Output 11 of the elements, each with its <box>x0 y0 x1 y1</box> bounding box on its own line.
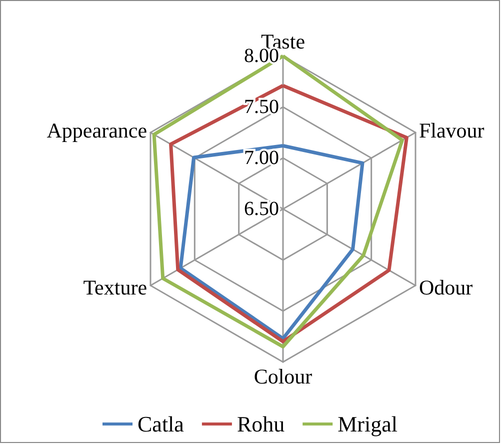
spoke-label: Colour <box>254 364 312 388</box>
spoke-label: Appearance <box>46 118 148 142</box>
y-tick-label: 6.50 <box>244 198 279 220</box>
legend-label: Catla <box>138 412 184 436</box>
legend-label: Mrigal <box>338 412 398 436</box>
spoke-label: Flavour <box>418 118 484 142</box>
y-tick-label: 7.50 <box>244 96 279 118</box>
spoke-label: Texture <box>83 276 148 300</box>
legend-label: Rohu <box>236 412 285 436</box>
spoke-label: Odour <box>418 276 473 300</box>
y-tick-label: 7.00 <box>244 147 279 169</box>
